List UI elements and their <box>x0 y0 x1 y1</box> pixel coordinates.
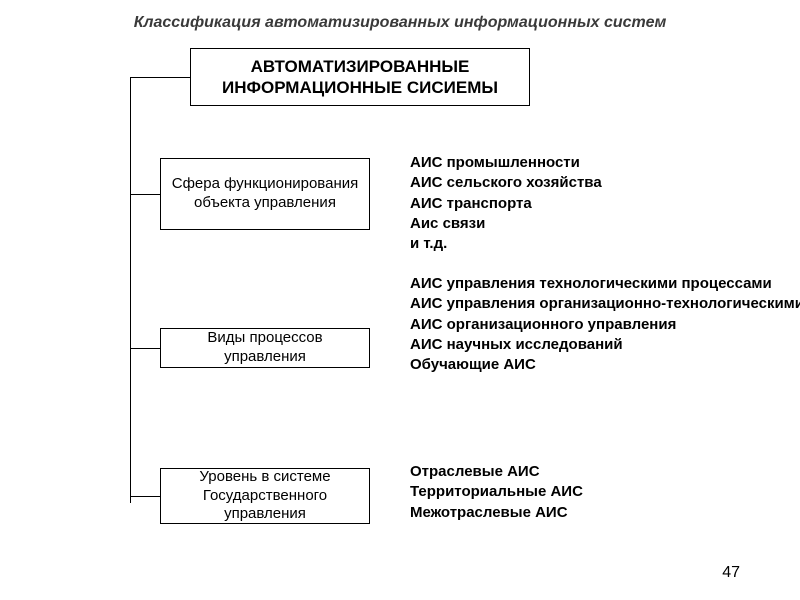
connector-to-box <box>130 194 160 195</box>
category-box: Виды процессов управления <box>160 328 370 368</box>
connector-to-box <box>130 496 160 497</box>
diagram-canvas: АВТОМАТИЗИРОВАННЫЕ ИНФОРМАЦИОННЫЕ СИСИЕМ… <box>10 48 790 590</box>
slide-number: 47 <box>722 564 740 582</box>
root-box: АВТОМАТИЗИРОВАННЫЕ ИНФОРМАЦИОННЫЕ СИСИЕМ… <box>190 48 530 106</box>
trunk-vertical <box>130 77 131 503</box>
category-item: Территориальные АИС <box>410 482 583 502</box>
category-item: Отраслевые АИС <box>410 462 583 482</box>
category-item: АИС управления организационно-технологич… <box>410 294 800 314</box>
category-items: Отраслевые АИСТерриториальные АИСМежотра… <box>410 462 583 523</box>
trunk-stub <box>130 77 190 78</box>
page-title: Классификация автоматизированных информа… <box>0 14 800 32</box>
category-item: АИС сельского хозяйства <box>410 173 602 193</box>
category-item: АИС научных исследований <box>410 335 800 355</box>
category-box: Сфера функционирования объекта управлени… <box>160 158 370 230</box>
category-box: Уровень в системе Государственного управ… <box>160 468 370 524</box>
category-item: Межотраслевые АИС <box>410 503 583 523</box>
category-item: АИС промышленности <box>410 153 602 173</box>
category-item: АИС организационного управления <box>410 315 800 335</box>
connector-to-box <box>130 348 160 349</box>
category-items: АИС промышленностиАИС сельского хозяйств… <box>410 153 602 254</box>
category-item: и т.д. <box>410 234 602 254</box>
category-item: Обучающие АИС <box>410 355 800 375</box>
category-items: АИС управления технологическими процесса… <box>410 274 800 375</box>
category-item: АИС управления технологическими процесса… <box>410 274 800 294</box>
category-item: Аис связи <box>410 214 602 234</box>
category-item: АИС транспорта <box>410 194 602 214</box>
